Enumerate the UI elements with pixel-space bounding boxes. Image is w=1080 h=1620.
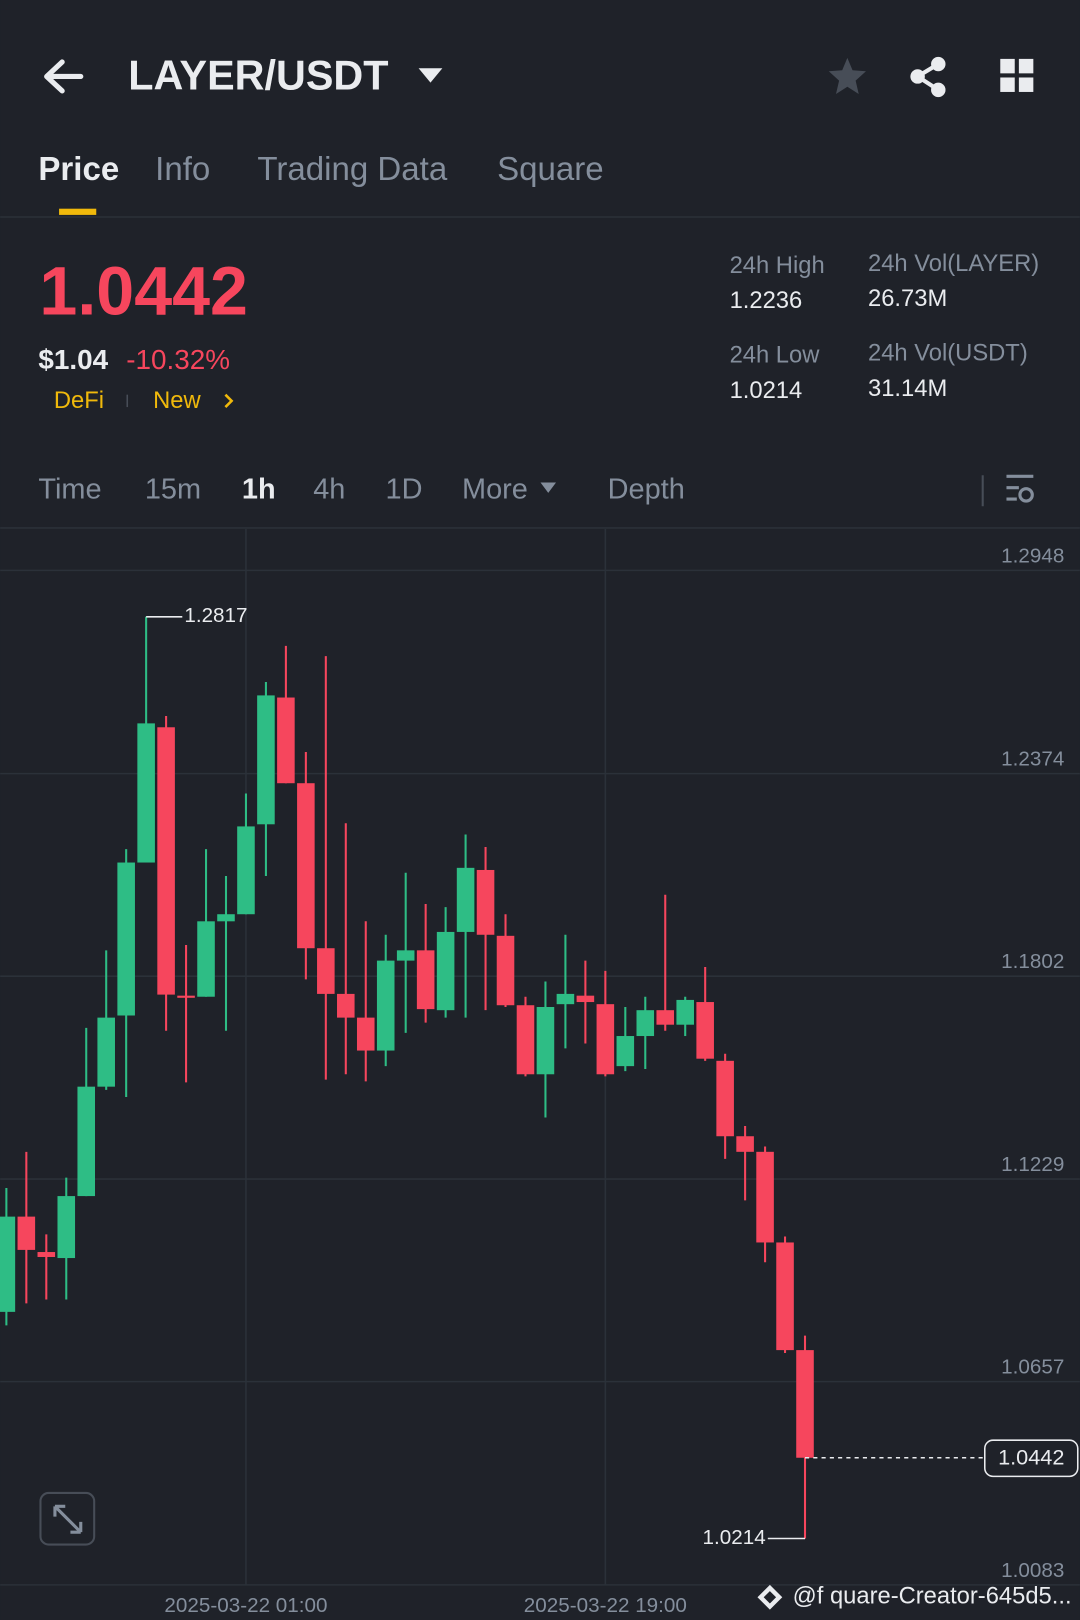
candle-body: [776, 1242, 794, 1351]
candlestick-chart: 2025-03-22 01:00 2025-03-22 19:00 1.2948 1.…: [0, 528, 1080, 1617]
tab[interactable]: Price: [38, 151, 119, 188]
candle-body: [476, 869, 495, 935]
candle-body: [396, 950, 415, 961]
candle-body: [656, 1010, 675, 1025]
candle-body: [536, 1006, 555, 1075]
back-button[interactable]: [44, 59, 84, 94]
interval[interactable]: Depth: [608, 473, 685, 505]
pair-title[interactable]: LAYER/USDT: [128, 52, 388, 98]
candle-body: [516, 1005, 535, 1075]
candle-body: [676, 999, 694, 1025]
candle-body: [616, 1036, 635, 1067]
y-tick-label: 1.0657: [1001, 1356, 1064, 1379]
candle-body: [97, 1017, 115, 1087]
tab[interactable]: Info: [155, 151, 210, 188]
more-dropdown[interactable]: [540, 482, 557, 493]
watermark: @f quare-Creator-645d5...: [793, 1583, 1072, 1610]
pair-dropdown[interactable]: [418, 68, 443, 83]
fullscreen-button[interactable]: [39, 1491, 96, 1546]
last-price-label: 1.0442: [998, 1445, 1064, 1470]
y-tick-label: 1.1229: [1001, 1153, 1064, 1176]
candle-body: [736, 1136, 754, 1152]
stat-label: 24h Vol(USDT): [868, 340, 1028, 367]
last-price-box: [984, 1439, 1079, 1478]
candle-body: [376, 960, 395, 1051]
candle-body: [356, 1017, 375, 1051]
x-tick-label: 2025-03-22 19:00: [524, 1594, 687, 1617]
x-tick-label: 2025-03-22 01:00: [164, 1594, 327, 1617]
favorite-icon[interactable]: [828, 57, 866, 95]
interval[interactable]: 1h: [242, 473, 276, 505]
stat-value: 26.73M: [868, 285, 947, 312]
interval[interactable]: 4h: [313, 473, 345, 505]
tag[interactable]: DeFi: [54, 387, 104, 414]
candle-body: [696, 1002, 714, 1059]
interval[interactable]: Time: [38, 473, 101, 505]
candle-body: [576, 995, 595, 1003]
candle-body: [456, 867, 475, 932]
low-label: 1.0214: [703, 1526, 766, 1549]
candle-body: [297, 783, 315, 949]
candle-body: [137, 723, 155, 863]
candle-body: [416, 950, 435, 1010]
tab[interactable]: Trading Data: [257, 151, 447, 188]
price-change: -10.32%: [126, 344, 230, 375]
y-tick-label: 1.0083: [1001, 1559, 1064, 1582]
candle-body: [177, 995, 195, 998]
stat-label: 24h Low: [730, 342, 821, 369]
candle-body: [0, 1216, 16, 1312]
candle-body: [317, 948, 335, 994]
usd-price: $1.04: [38, 344, 108, 375]
interval[interactable]: 1D: [386, 473, 423, 505]
stat-value: 1.0214: [730, 377, 803, 404]
tag[interactable]: New: [153, 387, 201, 414]
stat-label: 24h Vol(LAYER): [868, 250, 1039, 277]
stat-value: 31.14M: [868, 375, 947, 402]
tab-indicator: [59, 208, 97, 215]
candle-body: [257, 695, 275, 825]
grid-menu-icon[interactable]: [1000, 58, 1034, 92]
last-price: 1.0442: [39, 254, 248, 330]
candle-body: [716, 1060, 734, 1137]
candle-body: [17, 1216, 36, 1250]
candle-body: [796, 1350, 814, 1458]
candle-body: [337, 993, 355, 1018]
candle-body: [217, 914, 235, 922]
candle-body: [157, 727, 175, 995]
candle-body: [596, 1004, 615, 1075]
candle-body: [756, 1151, 774, 1243]
stat-label: 24h High: [730, 252, 825, 279]
y-tick-label: 1.1802: [1001, 950, 1064, 973]
candle-body: [636, 1010, 655, 1037]
y-tick-label: 1.2374: [1001, 748, 1064, 771]
stat-value: 1.2236: [730, 287, 803, 314]
tab[interactable]: Square: [497, 151, 604, 188]
candle-body: [496, 935, 515, 1006]
candle-body: [436, 931, 455, 1011]
candle-body: [57, 1196, 76, 1259]
interval[interactable]: More: [462, 473, 528, 505]
interval[interactable]: 15m: [145, 473, 201, 505]
watermark-icon: [757, 1584, 783, 1610]
candle-body: [556, 993, 575, 1005]
chart-settings-icon[interactable]: [1006, 474, 1034, 503]
high-label: 1.2817: [184, 604, 247, 627]
candle-body: [197, 921, 215, 997]
y-tick-label: 1.2948: [1001, 544, 1064, 567]
candle-body: [277, 697, 295, 784]
tag-chevron: [224, 393, 234, 408]
candle-body: [77, 1086, 96, 1197]
candle-body: [237, 826, 255, 915]
candle-body: [37, 1252, 56, 1257]
share-icon[interactable]: [910, 56, 946, 98]
candle-body: [117, 862, 135, 1016]
